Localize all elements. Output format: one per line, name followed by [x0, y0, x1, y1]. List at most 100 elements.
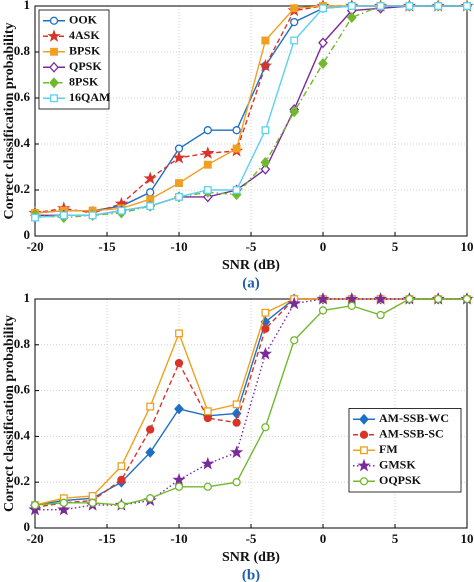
marker — [345, 292, 359, 305]
marker — [261, 324, 270, 333]
x-tick-label: 0 — [320, 531, 327, 546]
marker — [232, 418, 241, 427]
marker — [376, 2, 385, 10]
y-tick-label: 1 — [24, 290, 31, 305]
marker — [203, 160, 212, 169]
y-tick-label: 0.2 — [14, 473, 30, 488]
marker — [258, 346, 273, 360]
marker — [347, 2, 356, 10]
x-axis-label: SNR (dB) — [222, 550, 280, 565]
series-line — [35, 298, 467, 511]
y-tick-label: 0.4 — [14, 135, 31, 150]
marker — [57, 502, 71, 516]
marker — [145, 446, 156, 458]
y-tick-label: 0 — [24, 519, 31, 534]
marker — [203, 126, 212, 135]
marker — [229, 445, 244, 459]
x-tick-label: 10 — [461, 239, 474, 254]
y-axis-label: Correct classification probability — [2, 315, 17, 512]
legend-label: BPSK — [69, 44, 101, 58]
marker — [373, 292, 388, 305]
x-tick-label: 0 — [320, 239, 327, 254]
marker — [346, 12, 357, 23]
marker — [261, 126, 270, 135]
marker — [175, 179, 183, 188]
marker — [289, 106, 300, 118]
x-tick-label: -20 — [26, 239, 43, 254]
y-tick-label: 0.4 — [14, 427, 31, 442]
marker — [434, 2, 443, 10]
legend-box — [38, 9, 110, 110]
marker — [318, 58, 328, 69]
marker — [260, 163, 271, 175]
marker — [174, 482, 184, 491]
marker — [146, 188, 155, 197]
marker — [405, 294, 414, 304]
legend-label: GMSK — [379, 458, 416, 472]
caption: (a) — [242, 275, 260, 291]
marker — [143, 171, 157, 185]
x-tick-label: 10 — [461, 531, 474, 546]
marker — [30, 500, 40, 510]
y-tick-label: 1 — [24, 0, 31, 12]
x-tick-label: -15 — [98, 239, 116, 254]
marker — [146, 425, 155, 434]
legend-marker — [360, 446, 368, 455]
marker — [260, 156, 271, 168]
marker — [290, 4, 299, 13]
marker — [175, 192, 183, 201]
marker — [287, 296, 301, 310]
marker — [174, 403, 184, 415]
x-tick-label: 5 — [392, 531, 399, 546]
marker — [232, 186, 241, 194]
marker — [347, 301, 356, 311]
legend-marker — [359, 430, 369, 439]
marker — [172, 150, 186, 164]
marker — [261, 423, 270, 432]
legend-label: QPSK — [69, 59, 102, 73]
marker — [146, 202, 155, 211]
y-tick-label: 0.2 — [14, 181, 30, 196]
marker — [117, 462, 126, 471]
marker — [203, 407, 212, 416]
marker — [232, 478, 241, 487]
legend-label: 4ASK — [69, 28, 100, 42]
legend-marker — [50, 47, 58, 56]
y-axis-label: Correct classification probability — [2, 22, 17, 219]
legend-label: AM-SSB-SC — [379, 427, 444, 441]
marker — [258, 58, 273, 72]
marker — [59, 211, 68, 220]
x-tick-label: -10 — [170, 239, 187, 254]
marker — [117, 206, 126, 215]
marker — [172, 472, 186, 486]
x-tick-label: 5 — [392, 239, 399, 254]
marker — [434, 294, 443, 304]
marker — [146, 402, 155, 411]
marker — [232, 144, 241, 153]
marker — [290, 36, 299, 45]
marker — [146, 494, 155, 503]
marker — [376, 310, 385, 320]
x-tick-label: -15 — [98, 531, 116, 546]
legend-marker — [49, 16, 59, 25]
x-tick-label: -5 — [246, 239, 257, 254]
marker — [175, 329, 183, 338]
marker — [319, 4, 327, 13]
x-axis-label: SNR (dB) — [222, 258, 280, 273]
caption: (b) — [242, 567, 260, 582]
marker — [290, 336, 299, 345]
legend-marker — [49, 77, 59, 89]
axes-frame — [34, 298, 468, 529]
marker — [316, 292, 330, 305]
x-tick-label: -20 — [26, 531, 43, 546]
marker — [203, 482, 212, 491]
marker — [232, 126, 241, 135]
y-tick-label: 0.6 — [14, 89, 31, 104]
series-line — [34, 298, 467, 506]
legend-label: OQPSK — [379, 473, 422, 487]
legend-marker — [357, 458, 371, 472]
legend-label: 16QAM — [69, 90, 110, 104]
legend-marker — [359, 477, 369, 486]
